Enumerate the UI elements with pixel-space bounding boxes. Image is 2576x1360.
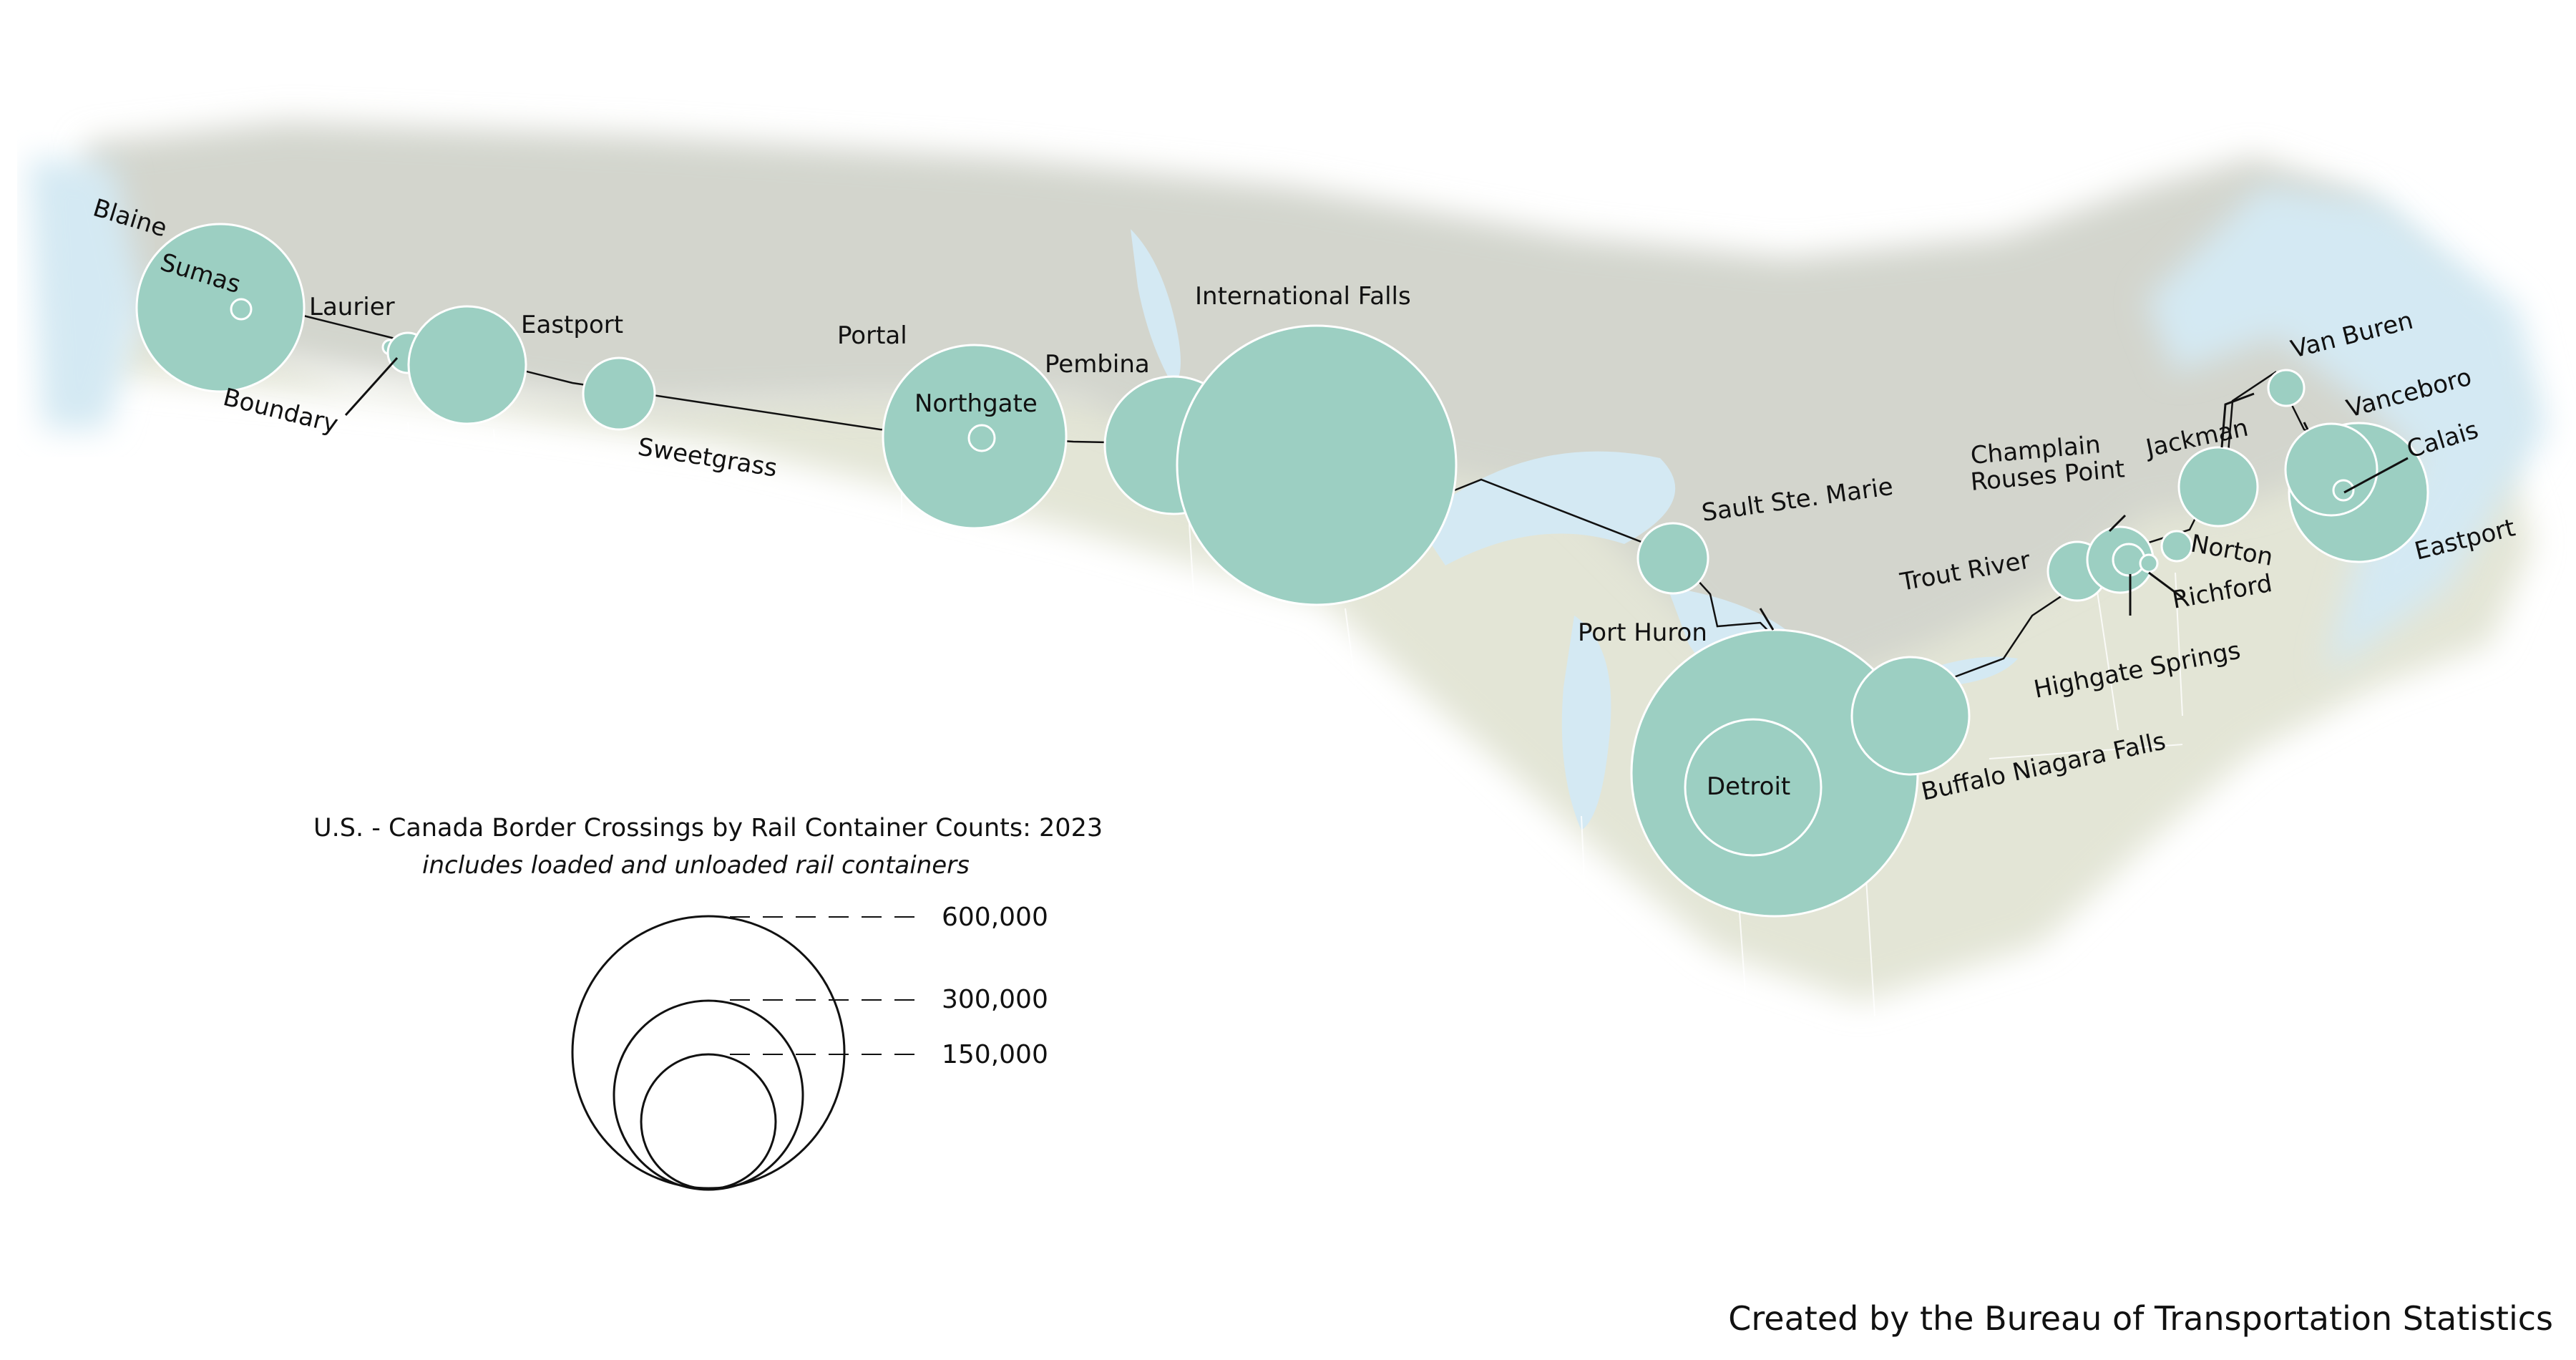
bubble-portal[interactable] xyxy=(882,344,1068,530)
label-detroit: Detroit xyxy=(1707,772,1790,801)
bubble-van-buren[interactable] xyxy=(2267,369,2306,407)
bubble-richford[interactable] xyxy=(2139,553,2159,573)
legend: U.S. - Canada Border Crossings by Rail C… xyxy=(313,814,1103,1191)
bubble-norton[interactable] xyxy=(2160,530,2193,563)
bubble-buffalo-niagara-falls[interactable] xyxy=(1850,656,1971,776)
pacific-ocean xyxy=(29,157,143,429)
legend-title: U.S. - Canada Border Crossings by Rail C… xyxy=(313,814,1103,842)
label-international-falls: International Falls xyxy=(1195,282,1411,311)
legend-circle-300000 xyxy=(613,999,804,1191)
bubble-sumas[interactable] xyxy=(135,223,306,393)
legend-value-300000: 300,000 xyxy=(942,985,1048,1014)
lake-michigan xyxy=(1561,616,1611,830)
label-northgate: Northgate xyxy=(914,389,1038,418)
label-laurier: Laurier xyxy=(309,293,395,321)
legend-circle-600000 xyxy=(571,915,846,1190)
label-portal: Portal xyxy=(837,321,907,350)
bubble-sweetgrass[interactable] xyxy=(582,356,656,431)
legend-subtitle: includes loaded and unloaded rail contai… xyxy=(422,851,970,880)
legend-circle-150000 xyxy=(640,1053,777,1190)
bubble-sault-ste-marie[interactable] xyxy=(1636,522,1709,595)
bubble-detroit[interactable] xyxy=(1684,718,1823,857)
credit-text: Created by the Bureau of Transportation … xyxy=(1728,1299,2553,1338)
port-bubbles xyxy=(135,223,2429,918)
state-borders xyxy=(407,422,2183,1074)
bubble-jackman[interactable] xyxy=(2177,446,2259,528)
atlantic-ocean xyxy=(2147,186,2547,673)
label-eastport-idaho: Eastport xyxy=(521,311,623,339)
legend-value-150000: 150,000 xyxy=(942,1040,1048,1069)
bubble-eastport-idaho[interactable] xyxy=(407,305,527,425)
bubble-northgate[interactable] xyxy=(967,424,996,452)
bubble-international-falls[interactable] xyxy=(1176,324,1458,606)
bubble-calais[interactable] xyxy=(2332,479,2355,502)
leader-lines xyxy=(344,356,2409,631)
bubble-blaine[interactable] xyxy=(230,298,253,321)
label-pembina: Pembina xyxy=(1045,350,1150,379)
bubble-vanceboro[interactable] xyxy=(2284,422,2379,517)
legend-value-600000: 600,000 xyxy=(942,903,1048,932)
label-port-huron: Port Huron xyxy=(1578,618,1707,647)
lake-winnipeg xyxy=(1131,229,1181,387)
